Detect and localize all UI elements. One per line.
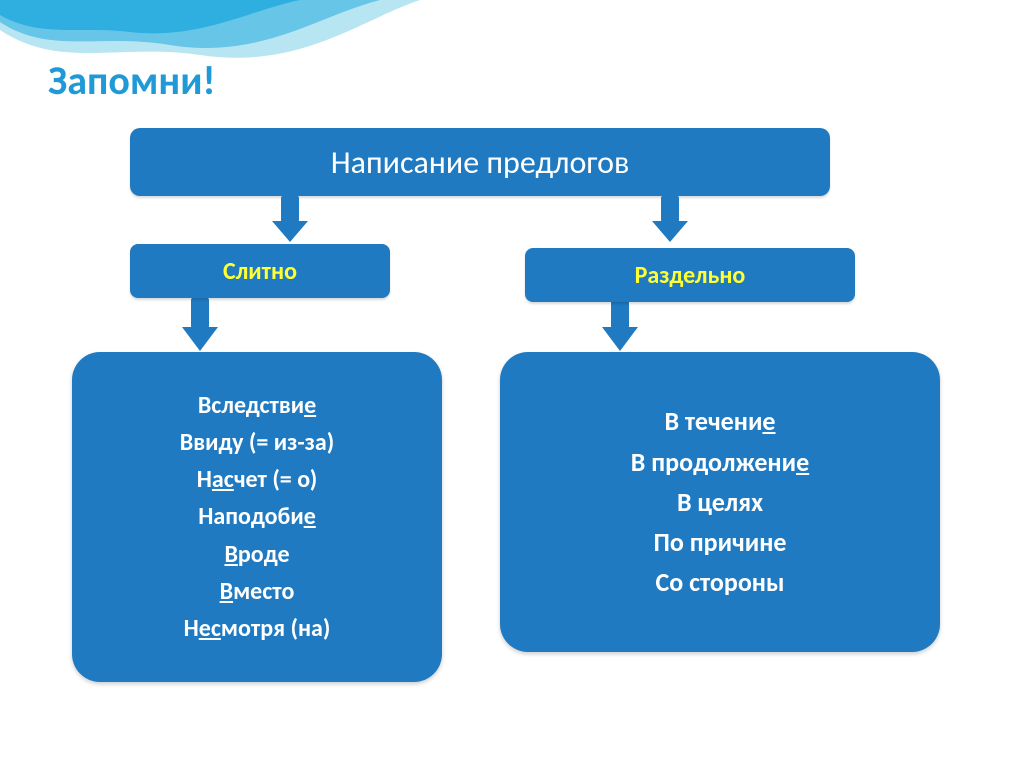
wave-path-1 (0, 0, 380, 48)
category-label-left: Слитно (223, 257, 297, 286)
content-line: Насчет (= о) (197, 461, 317, 498)
content-line: Наподобие (198, 498, 316, 535)
category-box-right: Раздельно (525, 248, 855, 302)
content-line: Вместо (220, 573, 295, 610)
content-box-left: ВследствиеВвиду (= из-за)Насчет (= о)Нап… (72, 352, 442, 682)
wave-path-2 (0, 0, 300, 33)
main-topic-label: Написание предлогов (331, 143, 630, 182)
content-line: Несмотря (на) (184, 610, 331, 647)
main-topic-box: Написание предлогов (130, 128, 830, 196)
content-box-right: В течениеВ продолжениеВ целяхПо причинеС… (500, 352, 940, 652)
content-line: Вследствие (198, 387, 316, 424)
content-line: В течение (664, 401, 775, 441)
content-line: Ввиду (= из-за) (180, 424, 334, 461)
content-line: Вроде (224, 536, 289, 573)
content-line: Со стороны (655, 562, 784, 602)
content-line: В продолжение (631, 442, 809, 482)
wave-path-3 (0, 0, 420, 58)
category-box-left: Слитно (130, 244, 390, 298)
slide-title: Запомни! (48, 56, 216, 105)
content-line: По причине (654, 522, 787, 562)
content-line: В целях (677, 482, 763, 522)
category-label-right: Раздельно (635, 261, 746, 290)
